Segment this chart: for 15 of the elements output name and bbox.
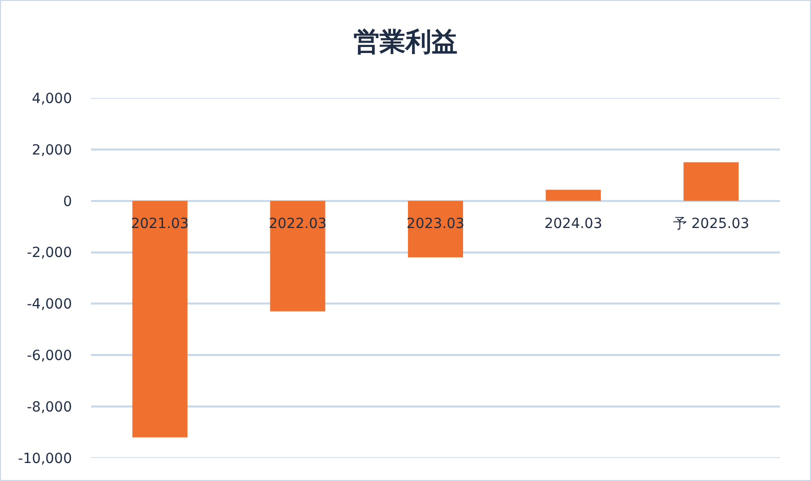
y-tick-label: -4,000 <box>26 296 72 313</box>
bar <box>132 200 188 438</box>
chart-title: 営業利益 <box>354 27 458 58</box>
y-tick-label: 2,000 <box>32 142 72 158</box>
bar <box>684 162 739 201</box>
y-tick-label: -8,000 <box>26 399 72 416</box>
x-tick-label: 2024.03 <box>544 216 602 232</box>
x-tick-label: 予 2025.03 <box>672 216 750 232</box>
bar <box>270 200 326 312</box>
y-tick-label: -6,000 <box>26 348 72 364</box>
y-tick-label: 0 <box>63 194 72 210</box>
y-tick-label: 4,000 <box>32 90 72 107</box>
y-tick-label: -2,000 <box>26 245 72 262</box>
y-tick-label: -10,000 <box>18 450 72 467</box>
bar <box>546 190 601 201</box>
